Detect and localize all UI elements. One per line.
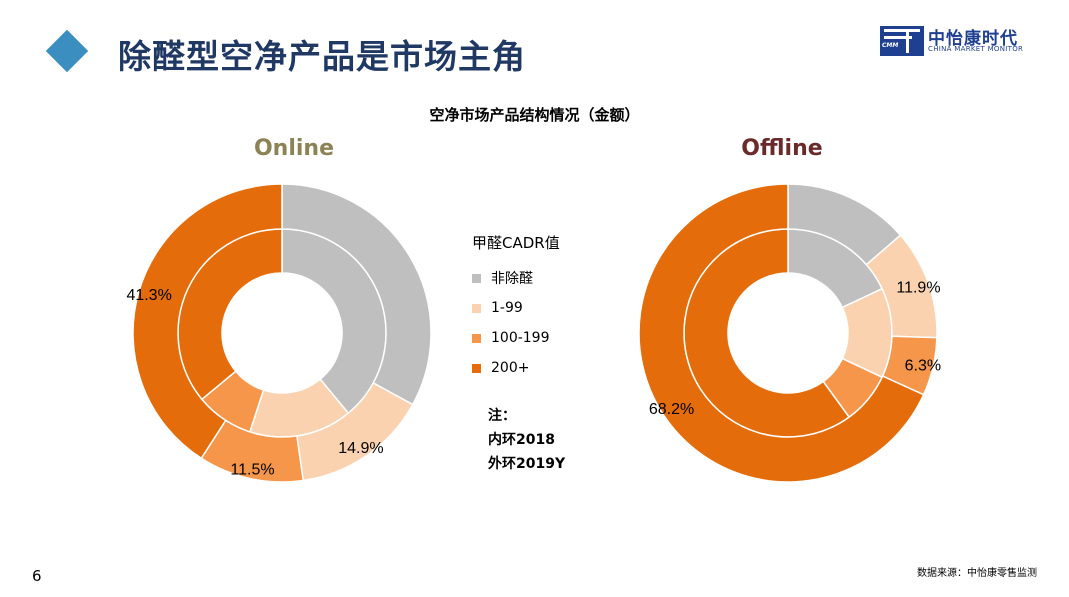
note-heading: 注： [488,408,516,424]
chart-title: 空净市场产品结构情况（金额） [429,106,640,124]
legend-swatch [472,303,481,313]
online-panel-title: Online [253,136,335,161]
note-outer-ring: 外环2019Y [488,456,566,472]
data-label: 14.9% [338,440,383,457]
outer-ring-slice [132,183,283,460]
legend-title: 甲醛CADR值 [472,234,560,252]
logo-english: CHINA MARKET MONITOR [928,45,1024,53]
legend-label: 100-199 [491,330,550,346]
note-inner-ring: 内环2018 [488,432,555,448]
logo-name: 中怡康时代 [928,29,1018,49]
data-label: 68.2% [649,401,694,418]
outer-ring-slice [638,183,925,483]
offline-panel-title: Offline [741,136,823,161]
legend-item-1-99: 1-99 [472,293,612,323]
company-logo: CMM 中怡康时代 CHINA MARKET MONITOR [880,24,1030,58]
data-label: 6.3% [905,357,941,374]
legend-swatch [472,363,481,373]
chart-note: 注： 内环2018 外环2019Y [488,404,565,476]
legend-item-non-formaldehyde: 非除醛 [472,263,612,293]
legend-swatch [472,273,481,283]
legend-label: 非除醛 [491,271,533,287]
legend-label: 1-99 [491,300,523,316]
legend-swatch [472,333,481,343]
logo-abbr: CMM [882,42,899,49]
cmm-logo-icon [880,26,924,56]
legend-label: 200+ [491,360,530,376]
legend-item-100-199: 100-199 [472,323,612,353]
page-number: 6 [32,567,42,585]
data-label: 11.5% [230,461,274,478]
data-label: 11.9% [896,279,940,296]
slide-title: 除醛型空净产品是市场主角 [118,37,526,76]
outer-ring-slice [281,183,432,406]
data-source: 数据来源：中怡康零售监测 [917,568,1037,579]
legend: 甲醛CADR值 非除醛 1-99 100-199 200+ [472,232,612,383]
data-label: 41.3% [126,287,171,304]
legend-item-200-plus: 200+ [472,353,612,383]
